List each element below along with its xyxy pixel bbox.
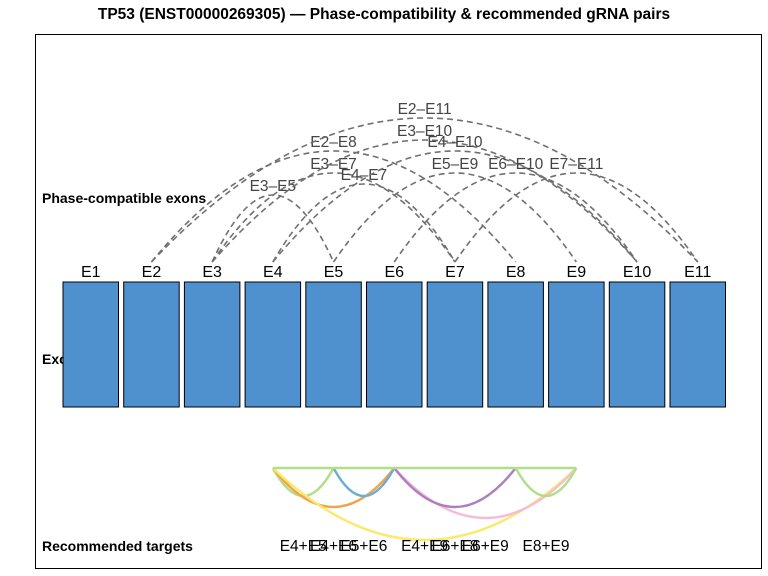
exon-track: E1 E2 E3 E4 E5 E6 E7 E8 E9 E10 E11 [62, 264, 726, 408]
exon-label: E3 [202, 264, 222, 281]
exon-box [183, 281, 241, 408]
phase-pair-label: E4–E7 [341, 167, 388, 184]
exon-label: E4 [263, 264, 283, 281]
phase-arc [393, 172, 638, 263]
phase-arc [272, 183, 456, 263]
target-pair-label: E4+E6 [310, 538, 357, 555]
targets-row-label: Recommended targets [42, 538, 193, 554]
target-pair-label: E6+E8 [431, 538, 478, 555]
phase-arc [211, 194, 335, 263]
exon-label: E8 [506, 264, 526, 281]
recommended-arc [393, 467, 517, 509]
recommended-arc [271, 467, 396, 509]
phase-pair-label: E5–E9 [432, 156, 479, 173]
exon-box [487, 281, 544, 408]
phase-pair-label: E2–E11 [398, 101, 452, 118]
phase-pair-label: E4–E10 [427, 134, 483, 151]
recommended-arc [393, 467, 578, 520]
phase-arc [150, 150, 517, 263]
phase-pair-label: E7–E11 [549, 156, 603, 173]
phase-pair-label: E3–E10 [397, 123, 453, 140]
exon-box [244, 281, 302, 408]
phase-row-label: Phase-compatible exons [42, 190, 206, 206]
page-title: TP53 (ENST00000269305) — Phase-compatibi… [97, 6, 671, 23]
phase-pair-label: E6–E10 [488, 156, 544, 173]
target-pair-label: E4+E5 [280, 538, 327, 555]
phase-arc [211, 139, 638, 263]
phase-arc [272, 150, 638, 263]
phase-arc [211, 172, 456, 263]
recommended-arc [272, 467, 578, 542]
exon-label: E5 [324, 264, 344, 281]
phase-arc [454, 172, 699, 263]
exon-label: E7 [445, 264, 465, 281]
recommended-arc [332, 467, 396, 497]
target-pair-label: E4+E9 [401, 538, 448, 555]
exon-label: E11 [684, 264, 711, 281]
exon-label: E2 [142, 264, 162, 281]
exon-label: E10 [623, 264, 652, 281]
exon-box [123, 281, 180, 408]
exon-label: E6 [384, 264, 404, 281]
exon-box [366, 281, 423, 408]
phase-arc [150, 117, 699, 263]
phase-pair-label: E2–E8 [310, 134, 357, 151]
target-pair-label: E5+E6 [340, 538, 387, 555]
plot-panel [35, 34, 762, 569]
target-pair-label: E6+E9 [462, 538, 509, 555]
recommended-arc [514, 467, 578, 497]
exon-label: E1 [81, 264, 101, 281]
exon-box [548, 281, 605, 408]
exon-label: E9 [567, 264, 587, 281]
phase-pair-label: E3–E5 [250, 178, 297, 195]
exon-box [608, 281, 666, 408]
exon-box [426, 281, 484, 408]
target-pair-label: E8+E9 [523, 538, 570, 555]
exon-box [62, 281, 119, 408]
phase-arc [332, 172, 578, 263]
recommended-arc [271, 467, 335, 497]
exon-box [669, 281, 726, 408]
exon-box [305, 281, 362, 408]
